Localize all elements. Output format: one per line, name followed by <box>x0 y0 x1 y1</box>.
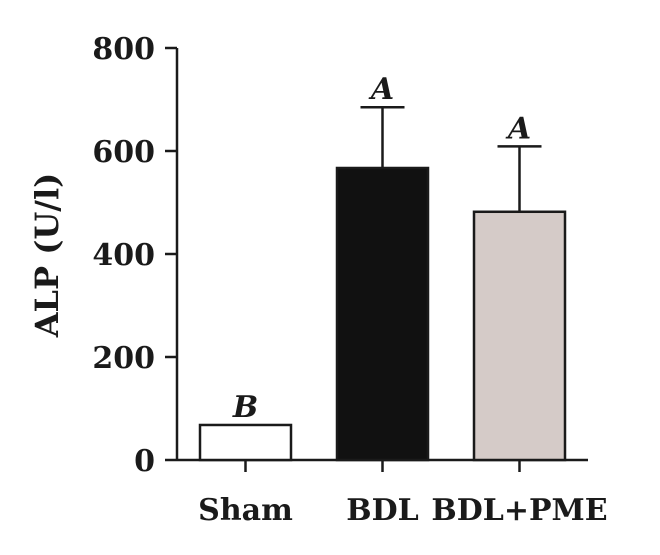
y-tick-label: 800 <box>92 32 155 67</box>
y-tick-label: 400 <box>92 238 155 273</box>
bars: B A A <box>198 72 567 462</box>
bar-sham <box>198 423 293 462</box>
y-tick-label: 600 <box>92 135 155 170</box>
x-category-label: BDL <box>346 493 418 528</box>
y-axis-title: ALP (U/l) <box>28 173 66 339</box>
x-category-label: BDL+PME <box>431 493 607 528</box>
bar-bdl <box>335 166 430 462</box>
x-category-label: Sham <box>198 493 293 528</box>
significance-label: A <box>368 72 394 107</box>
bar-bdl-pme <box>472 210 567 462</box>
y-tick-label: 200 <box>92 341 155 376</box>
y-tick-label: 0 <box>134 444 155 479</box>
x-axis: Sham BDL BDL+PME <box>177 458 608 528</box>
significance-label: A <box>505 111 531 146</box>
significance-label: B <box>232 390 258 425</box>
y-axis: 0 200 400 600 800 <box>92 32 179 479</box>
